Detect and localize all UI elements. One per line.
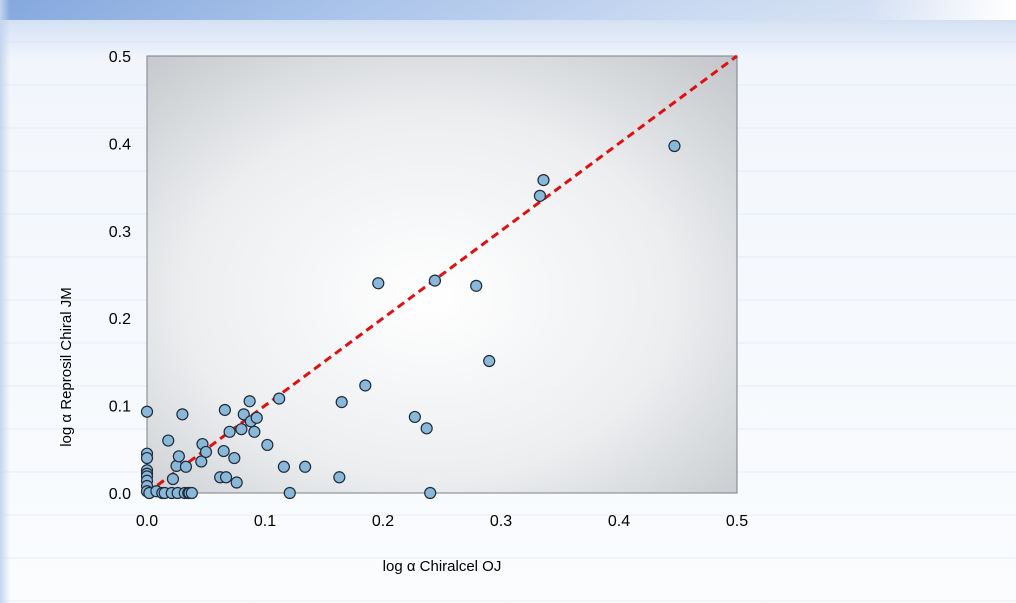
data-point [176,408,189,421]
data-point [335,396,348,409]
data-point [424,486,437,500]
y-tick-label: 0.3 [109,224,131,241]
data-point [199,445,213,459]
data-point [230,476,243,489]
data-point [140,405,154,418]
y-tick-label: 0.1 [109,399,131,416]
data-point [185,486,198,500]
data-point [172,450,185,463]
data-point [162,434,175,447]
data-point [217,444,230,458]
data-point [470,279,483,292]
data-point [243,395,256,408]
data-point [408,410,421,424]
data-point [359,379,372,392]
x-tick-label: 0.2 [372,513,394,530]
data-point [537,174,550,187]
data-point [223,425,236,438]
data-point [273,392,286,405]
data-point [533,189,547,202]
data-point [228,451,241,465]
data-point [483,354,496,368]
y-tick-label: 0.5 [109,49,131,66]
data-point [277,460,290,473]
data-point [195,455,208,468]
x-tick-label: 0.4 [608,513,630,530]
x-tick-label: 0.1 [254,513,276,530]
y-tick-label: 0.2 [109,311,131,328]
x-tick-label: 0.5 [726,513,748,530]
x-axis-title: log α Chiralcel OJ [383,558,502,575]
data-point [372,277,385,290]
data-point [166,472,180,486]
data-point [218,403,231,417]
data-point [235,423,248,436]
data-point [283,486,296,500]
data-point [140,451,154,465]
x-tick-label: 0.0 [136,513,158,530]
slide-left-edge [0,0,10,603]
slide-corner-decoration [866,0,1016,20]
data-point [219,471,233,484]
y-tick-label: 0.0 [109,486,131,503]
y-axis-title: log α Reprosil Chiral JM [58,287,75,447]
data-point [299,460,312,473]
data-point [248,425,261,438]
data-point [668,139,681,153]
data-point [179,460,193,473]
data-point [261,438,274,452]
data-point [333,471,346,484]
slide-header-band [0,0,1016,20]
data-point [420,422,433,435]
data-point [428,274,442,287]
y-tick-label: 0.4 [109,136,131,153]
x-tick-label: 0.3 [490,513,512,530]
data-point [250,411,263,424]
